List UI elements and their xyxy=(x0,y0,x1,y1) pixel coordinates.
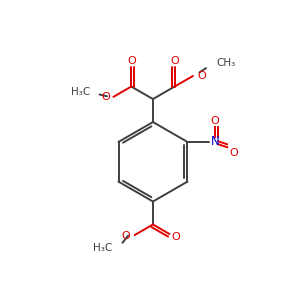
Text: N: N xyxy=(210,135,219,148)
Text: O: O xyxy=(122,231,130,241)
Text: O: O xyxy=(229,148,238,158)
Text: O: O xyxy=(210,116,219,126)
Text: O: O xyxy=(170,56,179,66)
Text: CH₃: CH₃ xyxy=(216,58,235,68)
Text: O: O xyxy=(101,92,110,102)
Text: H₃C: H₃C xyxy=(71,87,91,97)
Text: O: O xyxy=(197,71,206,81)
Text: O: O xyxy=(172,232,180,242)
Text: H₃C: H₃C xyxy=(93,243,112,253)
Text: O: O xyxy=(127,56,136,66)
